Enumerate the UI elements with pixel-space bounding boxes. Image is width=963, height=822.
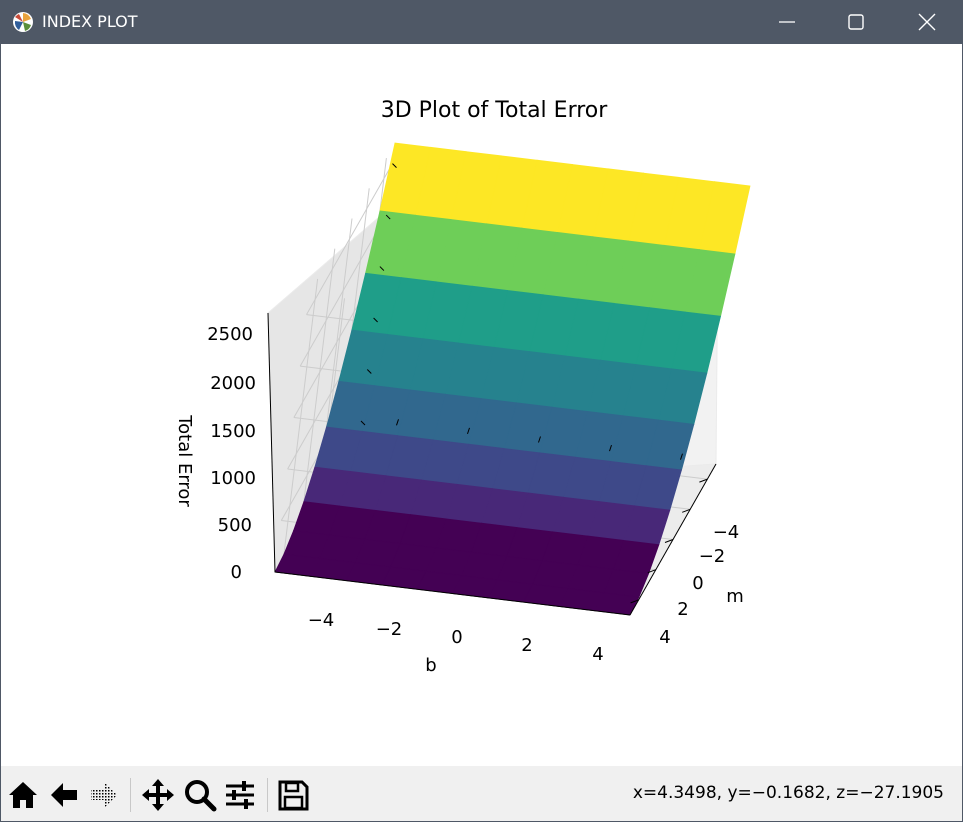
save-button[interactable] — [274, 776, 312, 814]
pan-icon — [142, 779, 174, 811]
z-tick-mark — [392, 163, 397, 168]
x-tick-mark — [609, 444, 612, 452]
title-bar: INDEX PLOT — [0, 0, 963, 44]
z-tick-label: 0 — [231, 562, 242, 583]
maximize-icon — [848, 14, 864, 30]
z-tick-label: 500 — [218, 515, 252, 536]
y-tick-mark — [630, 599, 639, 604]
y-tick-label: −2 — [699, 546, 726, 567]
close-button[interactable] — [897, 0, 957, 44]
tick-marks — [360, 163, 708, 604]
forward-button[interactable] — [85, 776, 123, 814]
grid-line — [306, 163, 393, 315]
z-tick-label: 2000 — [210, 373, 256, 394]
z-tick-mark — [373, 317, 378, 323]
y-tick-mark — [664, 539, 674, 543]
grid-line — [300, 248, 336, 527]
configure-subplots-button[interactable] — [221, 776, 259, 814]
save-icon — [278, 780, 309, 811]
surface-plot — [274, 142, 751, 616]
home-icon — [9, 782, 37, 808]
maximize-button[interactable] — [826, 0, 886, 44]
z-tick-label: 1000 — [210, 468, 256, 489]
back-button[interactable] — [45, 776, 83, 814]
y-tick-label: 4 — [659, 627, 670, 648]
plot-3d-axes[interactable]: −4 −2 0 2 4 −4 −2 0 2 4 0 500 1000 1500 … — [1, 44, 962, 766]
toolbar-separator — [130, 778, 131, 812]
z-tick-mark — [360, 420, 366, 426]
home-button[interactable] — [4, 776, 42, 814]
minimize-button[interactable] — [757, 0, 817, 44]
x-tick-label: −4 — [308, 610, 335, 631]
x-tick-label: 4 — [592, 644, 603, 665]
x-tick-label: 0 — [451, 627, 462, 648]
navigation-toolbar: x=4.3498, y=−0.1682, z=−27.1905 — [1, 766, 962, 821]
z-tick-label: 1500 — [210, 421, 256, 442]
y-tick-label: 2 — [677, 599, 688, 620]
zoom-icon — [185, 780, 217, 812]
back-arrow-icon — [51, 783, 77, 807]
close-icon — [918, 13, 936, 31]
forward-arrow-icon — [91, 783, 117, 807]
figure-canvas[interactable]: −4 −2 0 2 4 −4 −2 0 2 4 0 500 1000 1500 … — [1, 44, 962, 766]
x-tick-label: 2 — [521, 635, 532, 656]
z-tick-label: 2500 — [207, 324, 253, 345]
x-tick-mark — [538, 436, 541, 443]
matplotlib-icon — [13, 12, 33, 32]
y-axis-label: m — [726, 586, 744, 607]
x-axis-line — [274, 571, 631, 616]
y-tick-mark — [699, 478, 708, 483]
x-axis-label: b — [425, 655, 436, 676]
configure-subplots-icon — [226, 781, 254, 809]
grid-line — [299, 214, 387, 367]
y-tick-label: −4 — [713, 522, 740, 543]
y-tick-label: 0 — [692, 573, 703, 594]
minimize-icon — [779, 21, 795, 23]
zoom-button[interactable] — [181, 776, 219, 814]
toolbar-separator — [267, 778, 268, 812]
x-tick-label: −2 — [376, 619, 403, 640]
z-tick-mark — [366, 369, 372, 374]
z-tick-mark — [385, 214, 391, 220]
y-tick-mark — [682, 508, 691, 513]
tick-labels: −4 −2 0 2 4 −4 −2 0 2 4 0 500 1000 1500 … — [207, 324, 739, 665]
window-title: INDEX PLOT — [42, 12, 138, 31]
z-axis-label: Total Error — [174, 414, 195, 507]
z-tick-mark — [379, 266, 385, 271]
chart-title: 3D Plot of Total Error — [381, 98, 609, 123]
window-border — [0, 44, 1, 822]
y-tick-mark — [647, 569, 656, 574]
cursor-coordinates: x=4.3498, y=−0.1682, z=−27.1905 — [632, 783, 944, 803]
x-tick-mark — [680, 453, 683, 460]
pan-button[interactable] — [139, 776, 177, 814]
x-tick-mark — [396, 419, 399, 426]
z-axis-line — [267, 312, 276, 573]
x-tick-mark — [467, 427, 470, 435]
